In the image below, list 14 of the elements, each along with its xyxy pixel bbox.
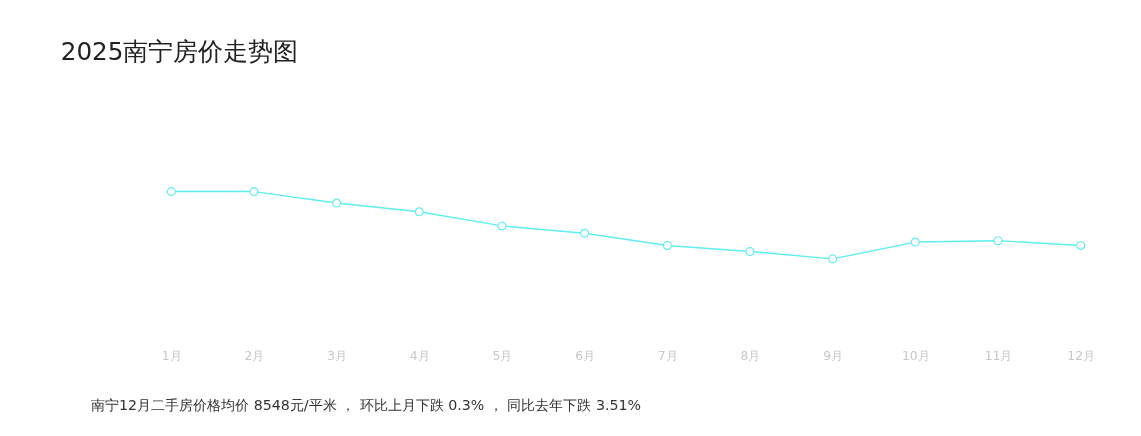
point — [828, 254, 838, 264]
point — [662, 240, 672, 250]
point — [580, 228, 590, 238]
point — [993, 236, 1003, 246]
point — [414, 207, 424, 217]
point — [745, 246, 755, 257]
point — [166, 187, 176, 197]
point — [910, 237, 920, 247]
chart-title: 2025南宁房价走势图 — [60, 36, 299, 66]
point — [332, 198, 342, 208]
point — [497, 221, 507, 231]
text: 南宁12月二手房价格均价 8548元/平米 ， 环比上月下跌 0.3% ， 同比去年下跌 3.51% — [91, 397, 642, 414]
point — [249, 187, 259, 197]
point — [1076, 240, 1086, 250]
